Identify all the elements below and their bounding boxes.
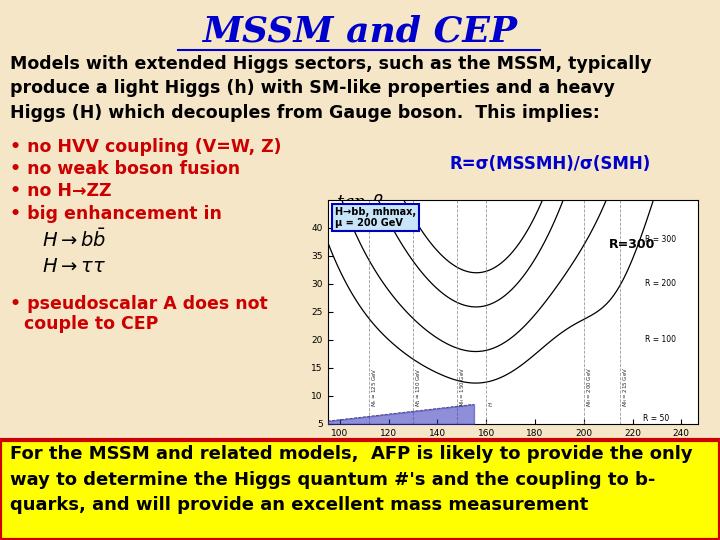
- Text: MSSM and CEP: MSSM and CEP: [202, 14, 518, 48]
- Text: $H \rightarrow \tau\tau$: $H \rightarrow \tau\tau$: [42, 258, 106, 276]
- Text: • no weak boson fusion: • no weak boson fusion: [10, 160, 240, 178]
- Text: $M_H = 215$ GeV: $M_H = 215$ GeV: [621, 367, 631, 407]
- Text: $M_H = 200$ GeV: $M_H = 200$ GeV: [585, 367, 594, 407]
- Text: R = 200: R = 200: [645, 279, 677, 288]
- Text: R = 300: R = 300: [645, 234, 677, 244]
- Text: • no HVV coupling (V=W, Z): • no HVV coupling (V=W, Z): [10, 138, 282, 156]
- Text: tan $\beta$: tan $\beta$: [336, 192, 384, 214]
- Text: $m_{\rm A}$ (GeV): $m_{\rm A}$ (GeV): [613, 445, 685, 463]
- Text: H→bb, mhmax,
μ = 200 GeV: H→bb, mhmax, μ = 200 GeV: [335, 206, 416, 228]
- Text: $H$: $H$: [487, 401, 495, 407]
- Text: $H \rightarrow b\bar{b}$: $H \rightarrow b\bar{b}$: [42, 228, 107, 251]
- Text: R=σ(MSSMH)/σ(SMH): R=σ(MSSMH)/σ(SMH): [449, 155, 651, 173]
- Text: $M_1 \approx 130$ GeV: $M_1 \approx 130$ GeV: [414, 367, 423, 407]
- Text: R=300: R=300: [608, 238, 655, 251]
- Text: For the MSSM and related models,  AFP is likely to provide the only
way to deter: For the MSSM and related models, AFP is …: [10, 445, 693, 515]
- Text: R = 100: R = 100: [645, 335, 677, 345]
- Text: R = 50: R = 50: [643, 414, 669, 423]
- Text: Models with extended Higgs sectors, such as the MSSM, typically
produce a light : Models with extended Higgs sectors, such…: [10, 55, 652, 122]
- Text: • big enhancement in: • big enhancement in: [10, 205, 222, 223]
- Text: $M_h \approx 125$ GeV: $M_h \approx 125$ GeV: [370, 367, 379, 407]
- Text: • no H→ZZ: • no H→ZZ: [10, 182, 112, 200]
- Bar: [0, 440, 720, 540]
- Text: • pseudoscalar A does not: • pseudoscalar A does not: [10, 295, 268, 313]
- Text: $M_H=150$ GeV: $M_H=150$ GeV: [458, 367, 467, 407]
- Text: couple to CEP: couple to CEP: [24, 315, 158, 333]
